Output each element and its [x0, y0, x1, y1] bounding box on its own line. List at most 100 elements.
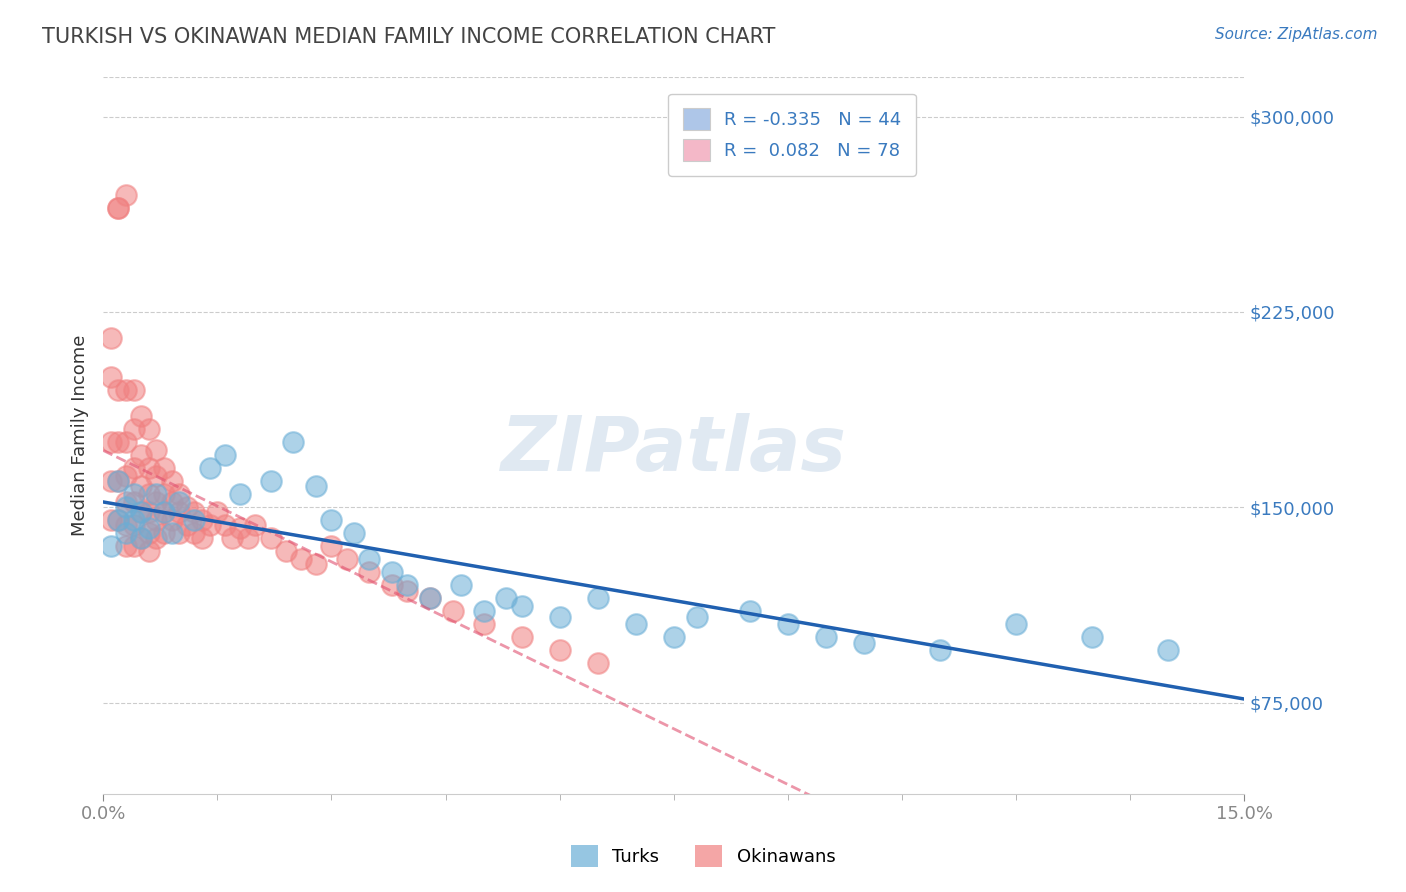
Point — [510, 599, 533, 614]
Point — [305, 479, 328, 493]
Point — [100, 370, 122, 384]
Y-axis label: Median Family Income: Median Family Income — [72, 334, 89, 536]
Point — [145, 532, 167, 546]
Point — [122, 383, 145, 397]
Point — [115, 187, 138, 202]
Point — [153, 526, 176, 541]
Point — [229, 521, 252, 535]
Point — [160, 526, 183, 541]
Point — [100, 435, 122, 450]
Point — [107, 474, 129, 488]
Point — [145, 495, 167, 509]
Point — [236, 532, 259, 546]
Point — [359, 552, 381, 566]
Point — [586, 657, 609, 671]
Point — [138, 544, 160, 558]
Text: ZIPatlas: ZIPatlas — [501, 413, 846, 487]
Point — [115, 383, 138, 397]
Point — [548, 643, 571, 657]
Point — [191, 513, 214, 527]
Point — [343, 526, 366, 541]
Point — [160, 474, 183, 488]
Point — [245, 518, 267, 533]
Point — [586, 591, 609, 606]
Point — [129, 409, 152, 423]
Point — [145, 442, 167, 457]
Point — [510, 631, 533, 645]
Point — [176, 500, 198, 515]
Point — [138, 521, 160, 535]
Point — [115, 518, 138, 533]
Legend: Turks, Okinawans: Turks, Okinawans — [564, 838, 842, 874]
Point — [100, 331, 122, 345]
Point — [115, 435, 138, 450]
Point — [283, 435, 305, 450]
Point — [381, 578, 404, 592]
Point — [290, 552, 312, 566]
Point — [548, 609, 571, 624]
Point — [138, 505, 160, 519]
Point — [107, 435, 129, 450]
Point — [122, 518, 145, 533]
Point — [153, 461, 176, 475]
Point — [129, 505, 152, 519]
Point — [321, 539, 343, 553]
Point — [472, 604, 495, 618]
Point — [115, 469, 138, 483]
Point — [1081, 631, 1104, 645]
Point — [214, 448, 236, 462]
Point — [183, 505, 205, 519]
Point — [624, 617, 647, 632]
Point — [214, 518, 236, 533]
Point — [129, 532, 152, 546]
Point — [138, 487, 160, 501]
Point — [115, 500, 138, 515]
Point — [472, 617, 495, 632]
Point — [685, 609, 707, 624]
Point — [321, 513, 343, 527]
Point — [1005, 617, 1028, 632]
Point — [198, 518, 221, 533]
Point — [153, 487, 176, 501]
Point — [221, 532, 243, 546]
Text: Source: ZipAtlas.com: Source: ZipAtlas.com — [1215, 27, 1378, 42]
Point — [396, 578, 419, 592]
Point — [107, 201, 129, 215]
Point — [274, 544, 297, 558]
Point — [145, 513, 167, 527]
Point — [138, 461, 160, 475]
Point — [129, 532, 152, 546]
Point — [259, 474, 281, 488]
Point — [183, 513, 205, 527]
Point — [167, 487, 190, 501]
Point — [814, 631, 837, 645]
Point — [107, 201, 129, 215]
Point — [776, 617, 799, 632]
Point — [167, 526, 190, 541]
Point — [100, 474, 122, 488]
Point — [122, 422, 145, 436]
Point — [122, 461, 145, 475]
Point — [100, 539, 122, 553]
Point — [396, 583, 419, 598]
Point — [160, 513, 183, 527]
Point — [107, 383, 129, 397]
Point — [259, 532, 281, 546]
Point — [107, 513, 129, 527]
Point — [1157, 643, 1180, 657]
Point — [153, 505, 176, 519]
Point — [122, 495, 145, 509]
Point — [183, 526, 205, 541]
Point — [450, 578, 472, 592]
Point — [495, 591, 517, 606]
Text: TURKISH VS OKINAWAN MEDIAN FAMILY INCOME CORRELATION CHART: TURKISH VS OKINAWAN MEDIAN FAMILY INCOME… — [42, 27, 776, 46]
Point — [107, 474, 129, 488]
Point — [359, 566, 381, 580]
Point — [129, 448, 152, 462]
Point — [419, 591, 441, 606]
Point — [441, 604, 464, 618]
Point — [115, 526, 138, 541]
Point — [198, 461, 221, 475]
Point — [852, 635, 875, 649]
Point — [738, 604, 761, 618]
